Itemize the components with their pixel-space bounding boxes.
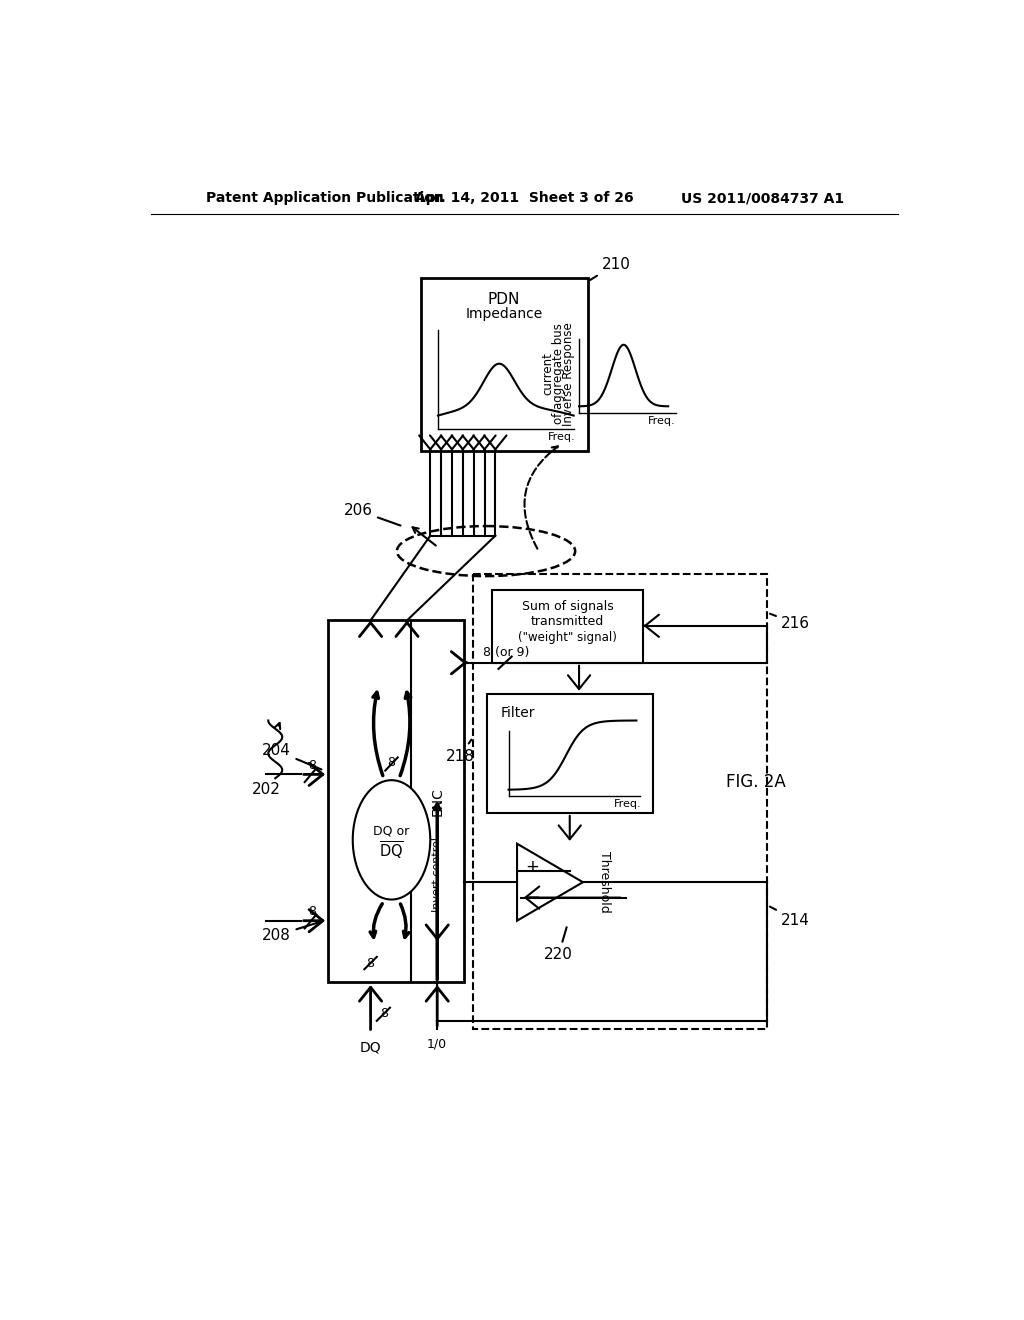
Text: Freq.: Freq. bbox=[548, 432, 575, 442]
Text: DQ: DQ bbox=[359, 1040, 381, 1055]
Text: current: current bbox=[542, 352, 555, 396]
Text: Invert control: Invert control bbox=[432, 837, 442, 912]
Text: Threshold: Threshold bbox=[598, 851, 611, 913]
Text: transmitted: transmitted bbox=[530, 615, 604, 628]
FancyBboxPatch shape bbox=[493, 590, 643, 663]
Text: 202: 202 bbox=[252, 783, 281, 797]
Text: 8: 8 bbox=[308, 906, 316, 917]
Text: Apr. 14, 2011  Sheet 3 of 26: Apr. 14, 2011 Sheet 3 of 26 bbox=[416, 191, 634, 206]
Text: ("weight" signal): ("weight" signal) bbox=[518, 631, 616, 644]
Text: 218: 218 bbox=[445, 739, 475, 763]
Text: DQ or: DQ or bbox=[374, 824, 410, 837]
FancyBboxPatch shape bbox=[486, 693, 653, 813]
FancyBboxPatch shape bbox=[421, 277, 588, 451]
Text: 206: 206 bbox=[343, 503, 400, 525]
Text: 214: 214 bbox=[770, 907, 810, 928]
Text: 204: 204 bbox=[262, 743, 322, 770]
Text: 8: 8 bbox=[380, 1007, 388, 1019]
Text: $\overline{\mathrm{DQ}}$: $\overline{\mathrm{DQ}}$ bbox=[379, 840, 403, 862]
Text: 1/0: 1/0 bbox=[427, 1038, 447, 1051]
Text: Filter: Filter bbox=[501, 706, 536, 719]
Text: 216: 216 bbox=[770, 614, 810, 631]
Text: +: + bbox=[525, 858, 540, 875]
Text: PDN: PDN bbox=[487, 292, 520, 306]
Text: Freq.: Freq. bbox=[614, 799, 642, 809]
Text: Inverse Response: Inverse Response bbox=[562, 322, 574, 426]
Text: 8: 8 bbox=[367, 957, 375, 970]
Text: Impedance: Impedance bbox=[465, 308, 543, 321]
Text: FIG. 2A: FIG. 2A bbox=[726, 774, 785, 791]
Text: 210: 210 bbox=[590, 256, 631, 280]
Ellipse shape bbox=[352, 780, 430, 899]
Text: Sum of signals: Sum of signals bbox=[521, 601, 613, 612]
Text: 208: 208 bbox=[262, 921, 322, 942]
Text: ENC: ENC bbox=[430, 787, 444, 816]
Text: Patent Application Publication: Patent Application Publication bbox=[206, 191, 443, 206]
Text: 220: 220 bbox=[544, 927, 573, 962]
Text: US 2011/0084737 A1: US 2011/0084737 A1 bbox=[681, 191, 844, 206]
Text: 8: 8 bbox=[308, 759, 316, 772]
Text: −: − bbox=[525, 888, 540, 907]
Text: 8: 8 bbox=[387, 756, 395, 770]
Text: 8 (or 9): 8 (or 9) bbox=[483, 647, 529, 659]
Text: Freq.: Freq. bbox=[648, 416, 676, 426]
Text: of aggregate bus: of aggregate bus bbox=[552, 323, 564, 425]
FancyBboxPatch shape bbox=[328, 620, 464, 982]
